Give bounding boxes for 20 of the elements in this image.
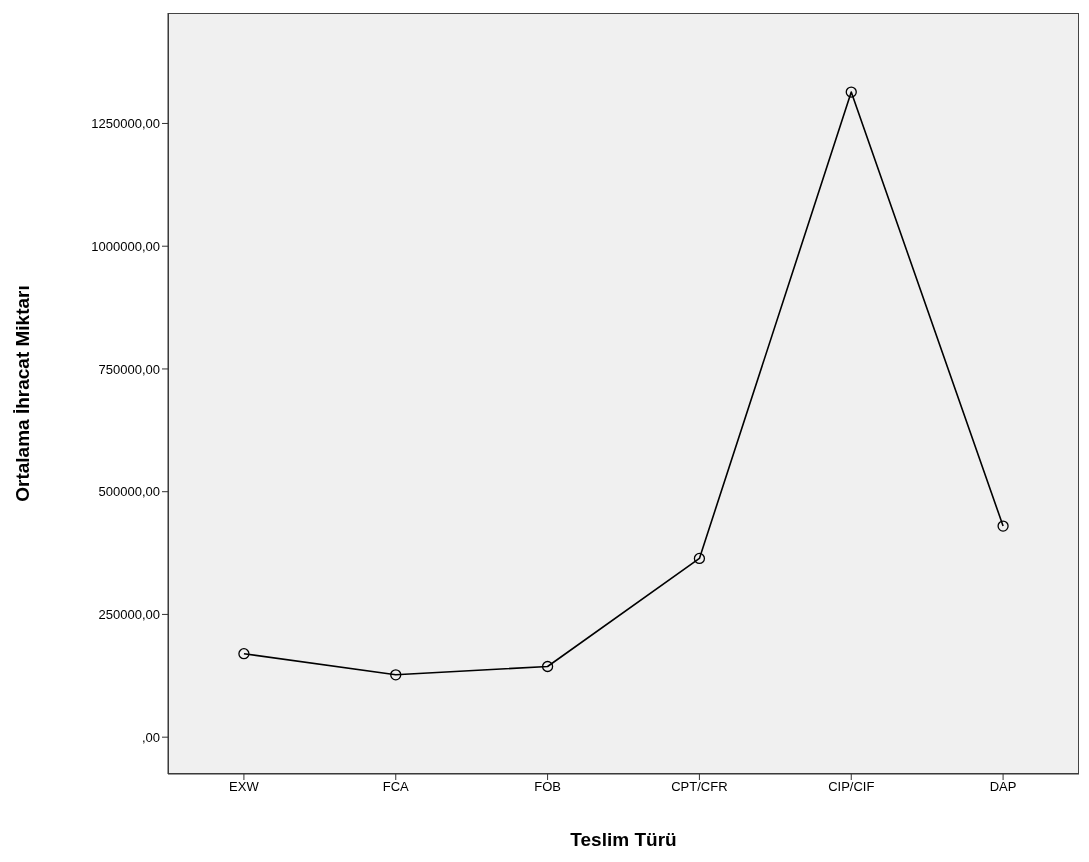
y-tick-label: 750000,00 — [98, 361, 160, 377]
x-tick-label: FOB — [534, 779, 561, 795]
point — [238, 648, 250, 660]
y-axis-title: Ortalama İhracat Miktarı — [11, 285, 33, 502]
point — [390, 669, 402, 681]
x-tick-label: DAP — [989, 779, 1017, 795]
point — [693, 552, 706, 565]
y-tick-label: 1000000,00 — [91, 238, 160, 254]
y-tick-label: 500000,00 — [98, 484, 160, 500]
y-tick-label: 1250000,00 — [91, 116, 160, 132]
x-axis-title: Teslim Türü — [570, 829, 677, 850]
point — [541, 660, 554, 673]
x-tick-label: FCA — [382, 779, 410, 795]
point — [845, 86, 857, 98]
x-tick-label: CPT/CFR — [671, 779, 728, 795]
x-tick-label: CIP/CIF — [828, 779, 875, 795]
point — [997, 520, 1009, 532]
y-tick-label: ,00 — [141, 729, 160, 745]
y-tick-label: 250000,00 — [98, 607, 160, 623]
x-tick-label: EXW — [229, 779, 260, 795]
